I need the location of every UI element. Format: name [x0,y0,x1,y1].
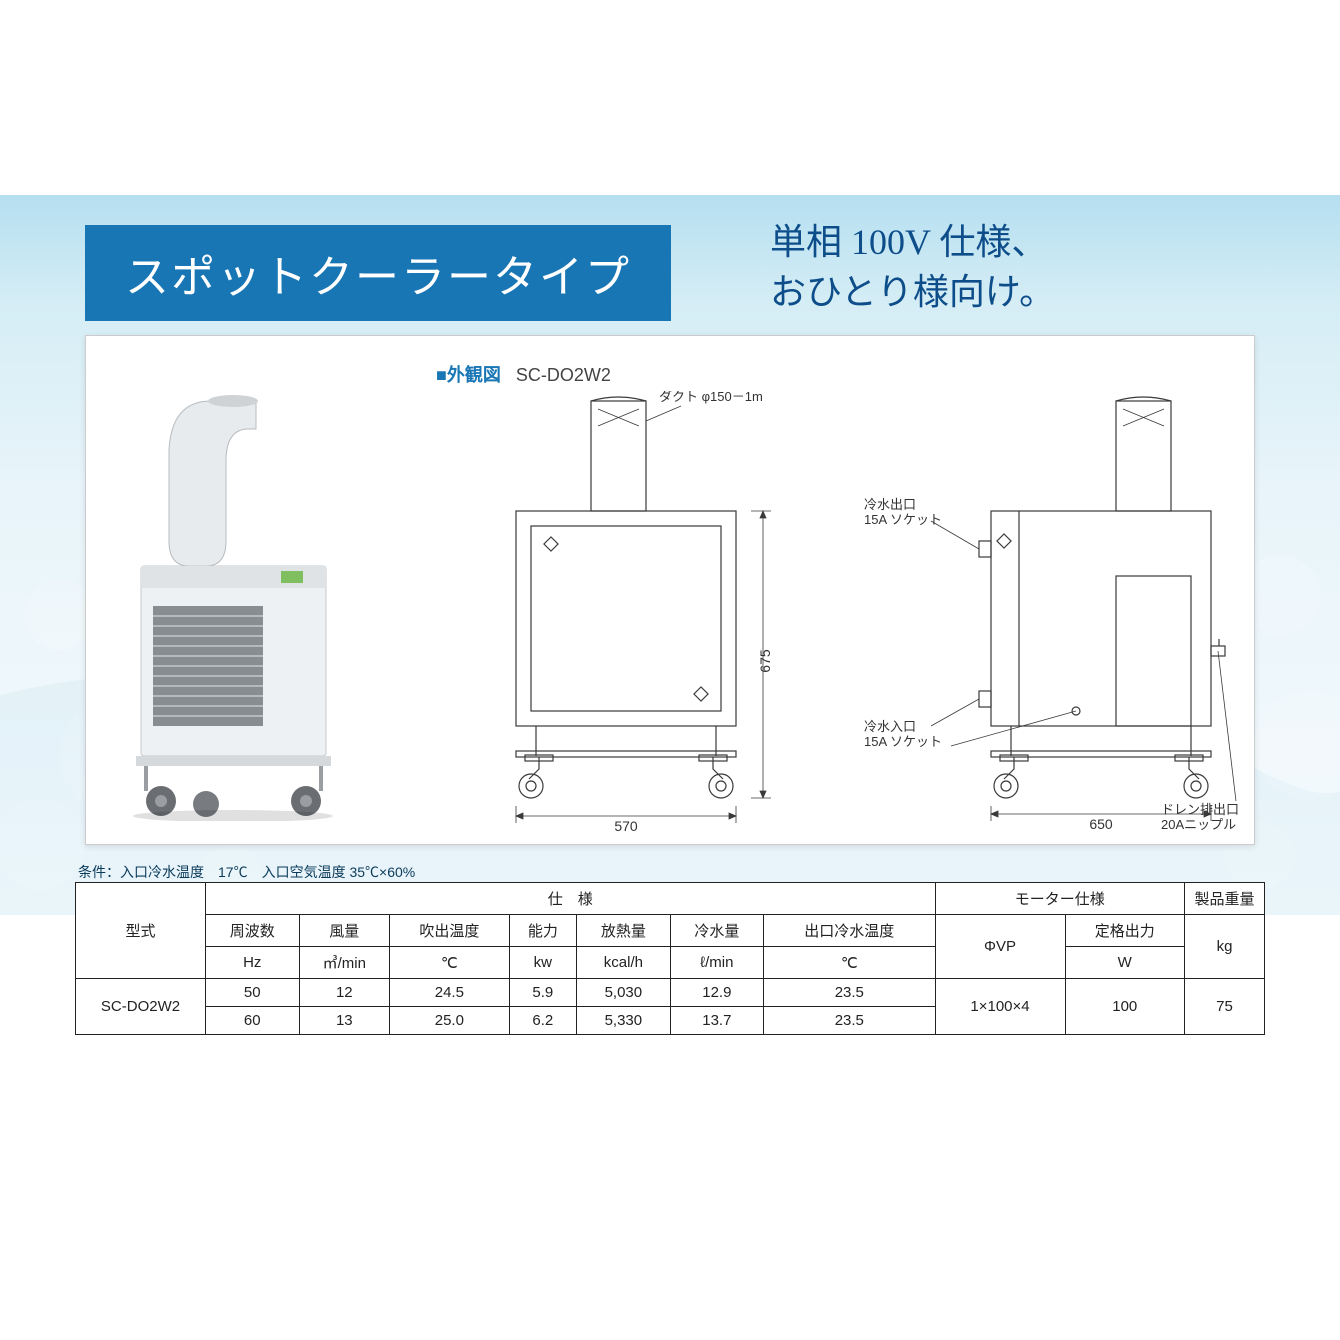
drain-label2: 20Aニップル [1161,817,1236,831]
col-heat: 放熱量 [577,915,671,947]
outlet-label: 冷水出口 [864,497,916,512]
outlet-label2: 15A ソケット [864,512,942,527]
unit-capacity: kw [509,947,577,979]
table-header-row1: 型式 仕 様 モーター仕様 製品重量 [76,883,1265,915]
cell: 23.5 [764,979,935,1007]
spec-table: 型式 仕 様 モーター仕様 製品重量 周波数 風量 吹出温度 能力 放熱量 冷水… [75,882,1265,1035]
table-header-row2: 周波数 風量 吹出温度 能力 放熱量 冷水量 出口冷水温度 ΦVP 定格出力 k… [76,915,1265,947]
cell: 1×100×4 [935,979,1065,1035]
unit-rated: W [1065,947,1185,979]
col-capacity: 能力 [509,915,577,947]
cell: 5,330 [577,1007,671,1035]
col-phi-vp: ΦVP [935,915,1065,979]
cell: 5,030 [577,979,671,1007]
inlet-label2: 15A ソケット [864,734,942,749]
subtitle-line2: おひとり様向け。 [770,272,1055,312]
diagram-label: ■外観図 [436,365,501,385]
cell: 24.5 [390,979,509,1007]
drain-label: ドレン排出口 [1161,802,1239,817]
cell: 100 [1065,979,1185,1035]
cell: 12.9 [670,979,764,1007]
dim-width: 570 [614,818,638,831]
cell: 5.9 [509,979,577,1007]
col-water-flow: 冷水量 [670,915,764,947]
col-airflow: 風量 [299,915,390,947]
col-outlet-temp: 吹出温度 [390,915,509,947]
conditions-text: 条件：入口冷水温度 17℃ 入口空気温度 35℃×60% [78,862,415,882]
diagram-side-view: 冷水出口 15A ソケット 冷水入口 15A ソケット ドレン排出口 20Aニッ… [861,391,1241,831]
cell: 23.5 [764,1007,935,1035]
table-row: SC-DO2W2 50 12 24.5 5.9 5,030 12.9 23.5 … [76,979,1265,1007]
col-model: 型式 [76,883,206,979]
content-card: ■外観図 SC-DO2W2 [85,335,1255,845]
cell: 60 [206,1007,300,1035]
col-freq: 周波数 [206,915,300,947]
cell: 12 [299,979,390,1007]
product-photo [111,391,346,821]
subtitle: 単相 100V 仕様、 おひとり様向け。 [770,217,1055,318]
cell: 25.0 [390,1007,509,1035]
unit-temp: ℃ [390,947,509,979]
inlet-label: 冷水入口 [864,719,916,734]
unit-airflow: ㎥/min [299,947,390,979]
col-weight: 製品重量 [1185,883,1265,915]
dim-height: 675 [757,649,773,673]
diagram-front-view: 675 570 ダクト φ150－1m [481,391,781,831]
duct-label: ダクト φ150－1m [659,391,763,404]
col-weight-unit: kg [1185,915,1265,979]
unit-heat: kcal/h [577,947,671,979]
unit-water-temp: ℃ [764,947,935,979]
banner-background: スポットクーラータイプ 単相 100V 仕様、 おひとり様向け。 [0,195,1340,915]
table-header-row3: Hz ㎥/min ℃ kw kcal/h ℓ/min ℃ W [76,947,1265,979]
col-spec-group: 仕 様 [206,883,936,915]
col-outlet-water-temp: 出口冷水温度 [764,915,935,947]
cell: 75 [1185,979,1265,1035]
cell: 13 [299,1007,390,1035]
diagram-model: SC-DO2W2 [516,365,611,385]
main-title: スポットクーラータイプ [85,225,671,321]
cell: 50 [206,979,300,1007]
cell: 13.7 [670,1007,764,1035]
unit-water: ℓ/min [670,947,764,979]
subtitle-line1: 単相 100V 仕様、 [770,222,1047,262]
col-rated-output: 定格出力 [1065,915,1185,947]
cell: 6.2 [509,1007,577,1035]
cell-model: SC-DO2W2 [76,979,206,1035]
diagram-section-title: ■外観図 SC-DO2W2 [436,361,611,387]
col-motor-group: モーター仕様 [935,883,1185,915]
dim-depth: 650 [1089,816,1113,831]
unit-freq: Hz [206,947,300,979]
